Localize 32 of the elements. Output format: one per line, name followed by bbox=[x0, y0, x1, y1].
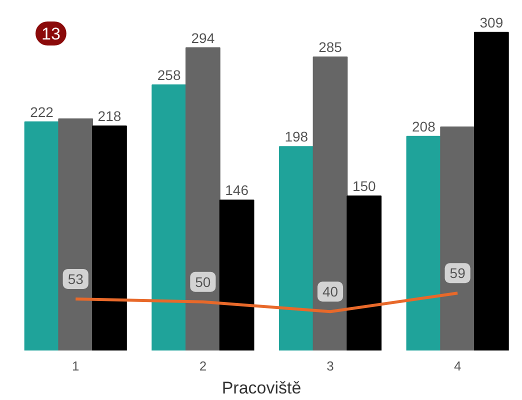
data-label: 40 bbox=[322, 284, 338, 300]
data-label: 222 bbox=[30, 104, 54, 120]
bar bbox=[406, 136, 442, 350]
x-tick-label: 3 bbox=[326, 358, 334, 374]
data-label: 53 bbox=[68, 270, 84, 287]
annotation: 13 bbox=[42, 24, 60, 44]
x-tick-label: 1 bbox=[72, 358, 80, 374]
data-label: 258 bbox=[157, 66, 181, 83]
data-label: 146 bbox=[225, 182, 249, 198]
data-label: 59 bbox=[450, 265, 466, 282]
x-tick-label: 2 bbox=[199, 358, 207, 374]
data-label: 294 bbox=[191, 30, 215, 46]
bar bbox=[92, 126, 127, 350]
bar bbox=[474, 32, 509, 350]
bar bbox=[152, 84, 186, 350]
bar bbox=[278, 146, 314, 350]
bar bbox=[24, 121, 60, 350]
bar bbox=[219, 200, 254, 350]
x-tick-label: 4 bbox=[454, 358, 462, 374]
data-label: 285 bbox=[318, 39, 342, 56]
bar bbox=[346, 196, 382, 350]
bar bbox=[186, 47, 220, 350]
bar bbox=[440, 126, 475, 350]
data-label: 309 bbox=[480, 14, 504, 30]
data-label: 150 bbox=[352, 178, 376, 194]
bar bbox=[58, 118, 94, 350]
data-label: 218 bbox=[98, 108, 122, 124]
data-label: 208 bbox=[412, 118, 436, 134]
data-label: 198 bbox=[284, 128, 308, 145]
x-axis-title: Pracoviště bbox=[222, 378, 302, 398]
bar bbox=[312, 56, 348, 350]
data-label: 50 bbox=[195, 274, 211, 290]
